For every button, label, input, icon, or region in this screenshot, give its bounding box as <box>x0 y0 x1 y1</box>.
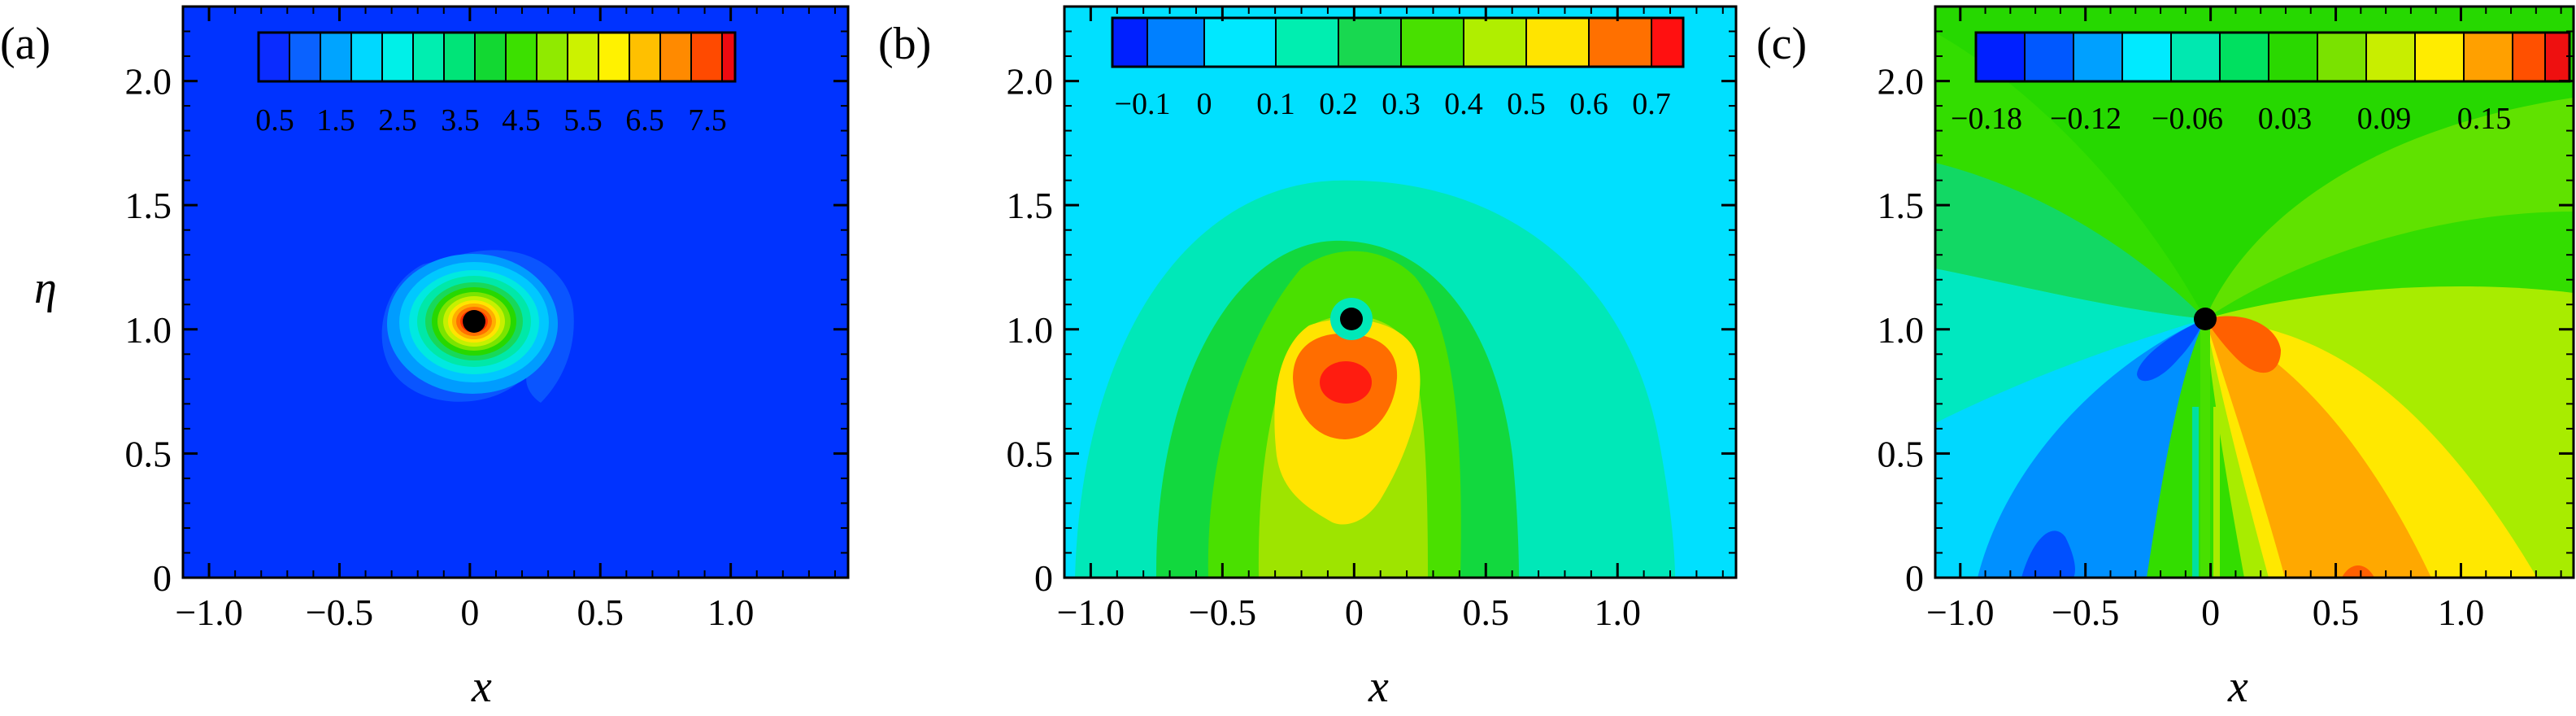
x-tick-label: 1.0 <box>1594 592 1641 633</box>
plot-frame <box>1063 5 1738 579</box>
x-tick-label: 1.0 <box>2438 592 2485 633</box>
x-axis-label: x <box>2227 661 2248 712</box>
colorbar-a-label-5: 4.5 <box>502 103 541 138</box>
panel-c: −0.18 −0.12 −0.06 0.03 0.09 0.15 −1.0 −0.… <box>1756 5 2575 712</box>
y-tick-label: 1.0 <box>1007 309 1054 351</box>
colorbar-a-label-3: 2.5 <box>378 103 417 138</box>
y-tick-label: 0 <box>1034 557 1053 599</box>
plot-frame <box>1934 5 2575 579</box>
x-tick-label: 0.5 <box>577 592 624 633</box>
y-tick-label: 2.0 <box>125 61 172 103</box>
y-tick-label: 1.0 <box>1878 309 1925 351</box>
x-tick-label: 0 <box>1345 592 1364 633</box>
x-axis-label: x <box>1368 661 1389 712</box>
y-tick-label: 2.0 <box>1878 61 1925 103</box>
colorbar-a-label-1: 0.5 <box>255 103 294 138</box>
panel-a-field: 0.5 1.5 2.5 3.5 4.5 5.5 6.5 7.5 <box>183 7 848 578</box>
x-tick-label: −1.0 <box>1926 592 1994 633</box>
x-tick-label: 0.5 <box>1463 592 1510 633</box>
y-tick-label: 0 <box>153 557 172 599</box>
colorbar-a-label-4: 3.5 <box>441 103 480 138</box>
colorbar-b-label-1: −0.1 <box>1115 87 1171 121</box>
y-tick-label: 1.5 <box>125 185 172 226</box>
dipole-contours <box>1935 7 2574 578</box>
body-marker <box>463 310 485 333</box>
colorbar-b-label-3: 0.1 <box>1256 87 1295 121</box>
x-tick-label: −0.5 <box>306 592 373 633</box>
x-tick-label: −1.0 <box>1057 592 1125 633</box>
plot-frame <box>181 5 850 579</box>
colorbar-a-label-8: 7.5 <box>688 103 727 138</box>
colorbar-a: 0.5 1.5 2.5 3.5 4.5 5.5 6.5 7.5 <box>255 31 737 138</box>
vortex-contours <box>381 250 574 403</box>
colorbar-b-label-7: 0.5 <box>1507 87 1546 121</box>
y-axis-label: η <box>34 263 57 313</box>
colorbar-a-label-7: 6.5 <box>625 103 664 138</box>
colorbar-c-label-1: −0.18 <box>1951 102 2022 136</box>
x-tick-label: 0.5 <box>2313 592 2360 633</box>
colorbar-c-label-2: −0.12 <box>2050 102 2121 136</box>
colorbar-a-label-2: 1.5 <box>316 103 355 138</box>
y-tick-label: 1.5 <box>1878 185 1925 226</box>
x-tick-label: 0 <box>2201 592 2220 633</box>
colorbar-b-label-4: 0.2 <box>1319 87 1358 121</box>
x-tick-label: 0 <box>460 592 479 633</box>
panel-a: 0.5 1.5 2.5 3.5 4.5 5.5 6.5 7.5 −1.0 −0.5… <box>0 5 850 712</box>
x-tick-label: −0.5 <box>1189 592 1256 633</box>
x-tick-label: −0.5 <box>2052 592 2119 633</box>
colorbar-c-label-4: 0.03 <box>2258 102 2313 136</box>
colorbar-b: −0.1 0 0.1 0.2 0.3 0.4 0.5 0.6 0.7 <box>1111 16 1685 121</box>
colorbar-b-label-8: 0.6 <box>1569 87 1608 121</box>
panel-c-field: −0.18 −0.12 −0.06 0.03 0.09 0.15 <box>1935 7 2574 578</box>
colorbar-c-label-3: −0.06 <box>2152 102 2223 136</box>
body-marker <box>2194 308 2217 330</box>
y-tick-label: 0 <box>1905 557 1924 599</box>
x-tick-label: 1.0 <box>707 592 755 633</box>
colorbar-a-label-6: 5.5 <box>564 103 603 138</box>
x-tick-label: −1.0 <box>175 592 242 633</box>
y-tick-label: 0.5 <box>1007 433 1054 474</box>
colorbar-b-label-9: 0.7 <box>1632 87 1671 121</box>
y-tick-label: 1.5 <box>1007 185 1054 226</box>
body-marker <box>1340 308 1363 330</box>
panel-label-a: (a) <box>0 19 50 69</box>
y-tick-label: 1.0 <box>125 309 172 351</box>
panel-label-c: (c) <box>1756 19 1807 69</box>
colorbar-b-label-2: 0 <box>1197 87 1212 121</box>
panel-label-b: (b) <box>878 19 931 69</box>
colorbar-b-label-5: 0.3 <box>1382 87 1421 121</box>
x-axis-label: x <box>471 661 492 712</box>
y-tick-label: 0.5 <box>125 433 172 474</box>
dome-contours <box>1075 180 1675 578</box>
y-tick-label: 2.0 <box>1007 61 1054 103</box>
colorbar-b-label-6: 0.4 <box>1444 87 1483 121</box>
colorbar-c-label-6: 0.15 <box>2457 102 2512 136</box>
colorbar-c-label-5: 0.09 <box>2357 102 2412 136</box>
panel-b: −0.1 0 0.1 0.2 0.3 0.4 0.5 0.6 0.7 −1.0 −… <box>878 5 1738 712</box>
colorbar-c: −0.18 −0.12 −0.06 0.03 0.09 0.15 <box>1951 31 2571 136</box>
panel-b-field: −0.1 0 0.1 0.2 0.3 0.4 0.5 0.6 0.7 <box>1064 7 1736 578</box>
y-tick-label: 0.5 <box>1878 433 1925 474</box>
